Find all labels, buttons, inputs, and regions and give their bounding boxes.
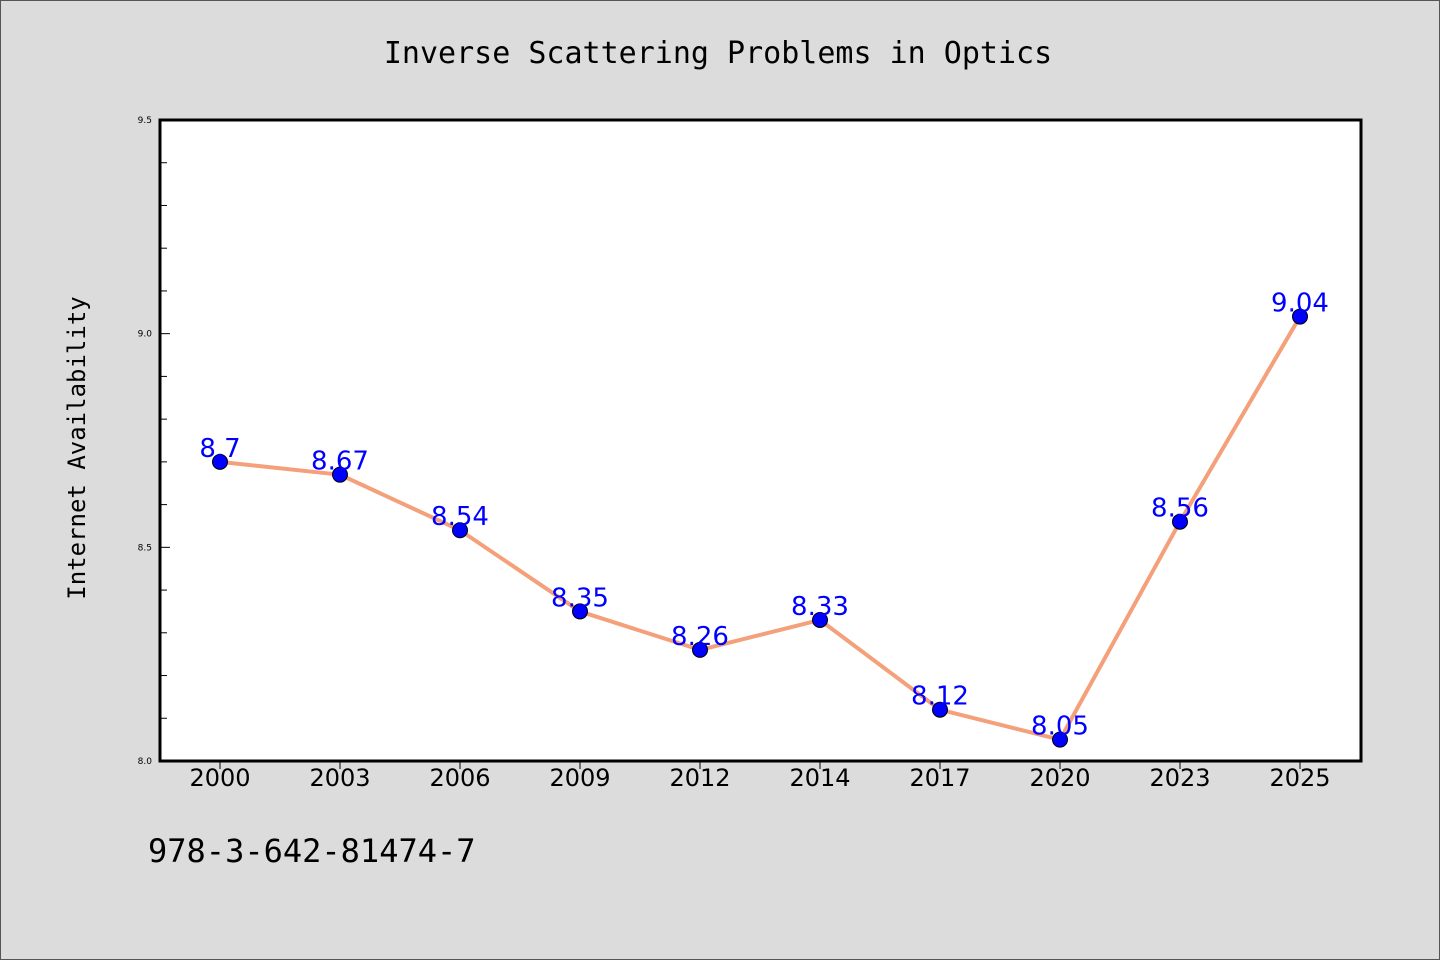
data-point — [212, 453, 228, 470]
x-tick-label: 2003 — [309, 764, 370, 792]
y-axis-ticks: 8.0 8.5 9.0 9.5 — [138, 116, 170, 767]
data-label: 8.26 — [671, 622, 729, 652]
y-axis-label: Internet Availability — [63, 296, 91, 599]
data-label: 8.35 — [551, 583, 609, 613]
data-point — [812, 611, 828, 628]
x-tick-label: 2014 — [789, 764, 850, 792]
data-point — [932, 701, 948, 718]
data-label: 8.33 — [791, 592, 849, 622]
x-tick-label: 2020 — [1029, 764, 1090, 792]
data-label: 8.56 — [1151, 494, 1209, 524]
x-tick-label: 2023 — [1149, 764, 1210, 792]
y-tick-label: 9.0 — [138, 330, 153, 340]
data-point — [1052, 731, 1068, 748]
x-tick-label: 2006 — [429, 764, 490, 792]
chart-title: Inverse Scattering Problems in Optics — [384, 36, 1052, 71]
y-tick-label: 8.0 — [138, 757, 153, 767]
isbn-text: 978-3-642-81474-7 — [148, 832, 476, 870]
data-label: 8.12 — [911, 682, 969, 712]
data-point — [332, 466, 348, 483]
x-tick-label: 2017 — [909, 764, 970, 792]
y-tick-label: 8.5 — [138, 543, 152, 553]
series-group: 8.7 8.67 8.54 8.35 8.26 8.33 8.12 8.05 8.56 9.04 — [199, 289, 1329, 748]
data-point — [1292, 308, 1308, 325]
data-point — [692, 641, 708, 658]
data-point — [452, 522, 468, 539]
data-label: 9.04 — [1271, 289, 1329, 319]
data-point — [572, 603, 588, 620]
x-tick-label: 2009 — [549, 764, 610, 792]
x-tick-label: 2025 — [1269, 764, 1330, 792]
data-label: 8.54 — [431, 502, 489, 532]
x-tick-label: 2012 — [669, 764, 730, 792]
data-label: 8.05 — [1031, 712, 1089, 742]
x-axis-ticks: 2000 2003 2006 2009 2012 2014 2017 2020 2023 2025 — [189, 761, 1331, 792]
series-line — [219, 315, 1302, 742]
data-label: 8.67 — [311, 447, 369, 477]
x-tick-label: 2000 — [189, 764, 250, 792]
plot-area — [158, 118, 1363, 763]
data-point — [1172, 513, 1188, 530]
y-tick-label: 9.5 — [138, 116, 152, 126]
data-label: 8.7 — [199, 434, 240, 464]
